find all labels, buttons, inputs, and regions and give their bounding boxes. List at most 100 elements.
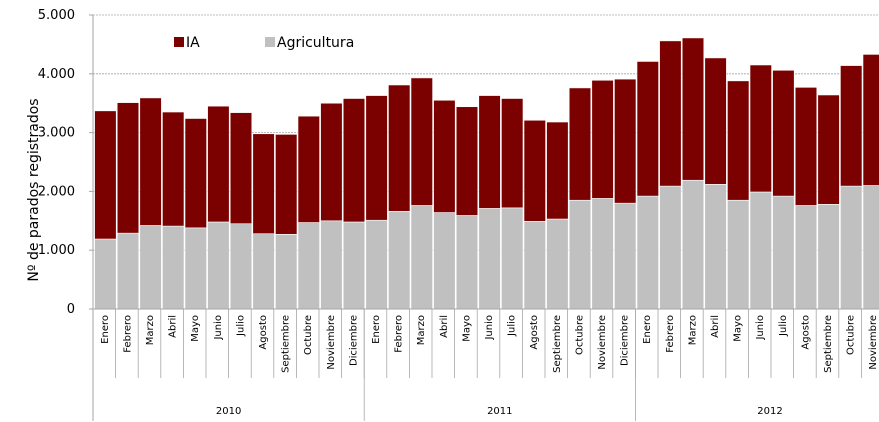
bar-agricultura <box>184 227 207 310</box>
x-category-label: Octubre <box>303 315 314 355</box>
y-tick-label: 0 <box>67 302 75 317</box>
y-axis-title: Nº de parados registrados <box>26 98 42 281</box>
bar-ia <box>342 98 366 223</box>
x-category-label: Enero <box>100 315 111 344</box>
bar-agricultura <box>614 202 637 310</box>
bar-agricultura <box>478 208 501 310</box>
bar-ia <box>659 40 682 187</box>
y-tick-label: 5.000 <box>38 8 75 23</box>
bar-ia <box>862 54 879 186</box>
x-category-label: Diciembre <box>620 315 631 366</box>
x-category-label: Junio <box>484 315 495 341</box>
legend-label: IA <box>186 35 200 51</box>
bar-ia <box>614 78 637 204</box>
x-category-label: Noviembre <box>597 315 608 370</box>
y-tick-label: 2.000 <box>38 184 75 199</box>
x-category-label: Septiembre <box>823 315 834 373</box>
x-category-label: Marzo <box>416 315 427 345</box>
x-category-label: Noviembre <box>326 315 337 370</box>
bar-agricultura <box>433 212 456 310</box>
year-label: 2010 <box>216 406 241 417</box>
bar-agricultura <box>139 225 162 310</box>
bar-agricultura <box>275 234 298 310</box>
axes <box>89 14 879 421</box>
bar-agricultura <box>568 199 592 310</box>
bar-agricultura <box>297 222 320 310</box>
bar-agricultura <box>388 211 411 310</box>
x-category-label: Marzo <box>145 315 156 345</box>
x-category-label: Julio <box>235 315 246 337</box>
bar-agricultura <box>207 221 230 310</box>
x-category-label: Octubre <box>574 315 585 355</box>
bar-ia <box>207 105 230 223</box>
bars <box>94 37 879 310</box>
bar-agricultura <box>501 207 524 310</box>
bar-ia <box>591 79 614 199</box>
y-tick-label: 1.000 <box>38 243 75 258</box>
bar-ia <box>365 95 388 221</box>
bar-ia <box>116 102 140 234</box>
bar-agricultura <box>727 199 750 310</box>
bar-agricultura <box>817 204 840 310</box>
bar-ia <box>546 121 569 220</box>
bar-ia <box>229 112 253 225</box>
bar-agricultura <box>94 238 117 310</box>
bar-ia <box>523 119 546 222</box>
bar-agricultura <box>455 215 479 310</box>
bar-ia <box>727 80 750 201</box>
x-category-label: Abril <box>710 315 721 338</box>
bar-agricultura <box>116 232 140 310</box>
bar-agricultura <box>162 225 185 310</box>
bar-ia <box>636 61 659 197</box>
year-label: 2011 <box>487 406 512 417</box>
bar-ia <box>162 111 185 227</box>
x-category-label: Junio <box>755 315 766 341</box>
x-category-label: Diciembre <box>348 315 359 366</box>
bar-agricultura <box>659 185 682 310</box>
x-category-label: Abril <box>439 315 450 338</box>
x-category-label: Febrero <box>122 315 133 353</box>
bar-ia <box>794 87 818 206</box>
x-category-label: Julio <box>507 315 518 337</box>
x-category-label: Abril <box>168 315 179 338</box>
bar-ia <box>297 115 320 223</box>
x-category-labels: Enero Febrero Marzo Abril Mayo Junio Julio Agos… <box>100 315 879 373</box>
year-labels: 2010 2011 2012 <box>216 406 783 417</box>
bar-ia <box>252 133 275 235</box>
bar-agricultura <box>749 191 772 310</box>
x-category-label: Junio <box>213 315 224 341</box>
bar-agricultura <box>410 205 433 310</box>
bar-ia <box>704 57 727 185</box>
y-tick-labels: 0 1.000 2.000 3.000 4.000 5.000 <box>38 8 75 317</box>
bar-agricultura <box>229 223 253 310</box>
x-category-label: Agosto <box>800 315 811 350</box>
bar-ia <box>478 95 501 209</box>
bar-agricultura <box>365 219 388 310</box>
bar-agricultura <box>840 185 863 310</box>
bar-agricultura <box>636 195 659 310</box>
bar-ia <box>184 118 207 229</box>
bar-ia <box>275 134 298 235</box>
legend-swatch <box>174 37 184 47</box>
bar-ia <box>749 64 772 193</box>
x-category-label: Agosto <box>529 315 540 350</box>
x-category-label: Julio <box>778 315 789 337</box>
bar-agricultura <box>523 221 546 310</box>
bar-agricultura <box>342 221 366 310</box>
bar-agricultura <box>794 205 818 310</box>
bar-ia <box>501 98 524 209</box>
x-category-label: Marzo <box>687 315 698 345</box>
x-category-label: Febrero <box>665 315 676 353</box>
legend: IA Agricultura <box>174 35 354 51</box>
x-category-label: Enero <box>371 315 382 344</box>
bar-agricultura <box>862 185 879 310</box>
x-category-label: Enero <box>642 315 653 344</box>
bar-agricultura <box>546 218 569 310</box>
bar-ia <box>388 84 411 212</box>
x-category-label: Octubre <box>846 315 857 355</box>
x-category-label: Septiembre <box>281 315 292 373</box>
x-category-label: Mayo <box>190 315 201 342</box>
bar-ia <box>455 106 479 216</box>
x-category-label: Febrero <box>394 315 405 353</box>
